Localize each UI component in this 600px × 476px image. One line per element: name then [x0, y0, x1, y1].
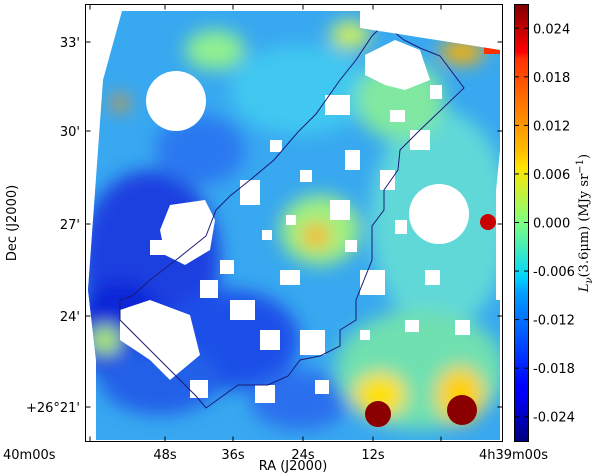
x-tick-label: 40m00s	[3, 448, 56, 463]
colorbar: 0.024 0.018 0.012 0.006 0.000 -0.006 -0.012 -0.…	[514, 4, 595, 442]
cb-tick-label: 0.012	[533, 119, 570, 134]
y-axis-title: Dec (J2000)	[5, 185, 20, 261]
x-axis-ticks	[89, 4, 442, 442]
cb-tick-label: 0.024	[533, 22, 570, 37]
cb-tick-label: 0.018	[533, 71, 570, 86]
y-tick-label: 30'	[60, 125, 80, 140]
cb-tick-label: 0.006	[533, 168, 570, 183]
cb-tick-label: 0.000	[533, 217, 570, 232]
y-axis-tick-labels: +26°21' 24' 27' 30' 33'	[26, 36, 80, 416]
intensity-map	[88, 11, 500, 440]
y-axis-ticks	[85, 41, 503, 408]
x-axis-tick-labels: 40m00s 48s 36s 24s 12s 4h39m00s	[3, 448, 548, 463]
y-tick-label: 33'	[60, 36, 80, 51]
x-tick-label: 36s	[221, 448, 245, 463]
masked-regions	[120, 40, 470, 403]
y-tick-label: 27'	[60, 218, 80, 233]
cb-tick-label: -0.024	[533, 411, 575, 426]
cb-tick-label: -0.006	[533, 265, 575, 280]
x-axis-title: RA (J2000)	[259, 459, 328, 474]
cb-title-rest: (3.6μm) (MJy sr	[577, 173, 592, 277]
colorbar-title: Lν(3.6μm) (MJy sr−1)	[575, 154, 595, 293]
x-tick-label: 24s	[291, 448, 315, 463]
colorbar-tick-labels: 0.024 0.018 0.012 0.006 0.000 -0.006 -0.012 -0.…	[533, 22, 575, 425]
y-tick-label: 24'	[60, 310, 80, 325]
cb-tick-label: -0.012	[533, 314, 575, 329]
x-tick-label: 4h39m00s	[479, 448, 548, 463]
x-tick-label: 12s	[361, 448, 385, 463]
colorbar-gradient	[514, 4, 529, 441]
cb-title-close: )	[577, 154, 592, 159]
coverage-polygon	[119, 23, 465, 409]
cb-title-main: L	[577, 283, 592, 293]
cb-tick-label: -0.018	[533, 362, 575, 377]
x-tick-label: 48s	[153, 448, 177, 463]
plot-frame	[85, 4, 503, 442]
colorbar-ticks	[514, 27, 529, 418]
cb-title-sup: −1	[575, 159, 586, 174]
y-tick-label: +26°21'	[26, 401, 80, 416]
cb-title-sub: ν	[584, 277, 595, 283]
